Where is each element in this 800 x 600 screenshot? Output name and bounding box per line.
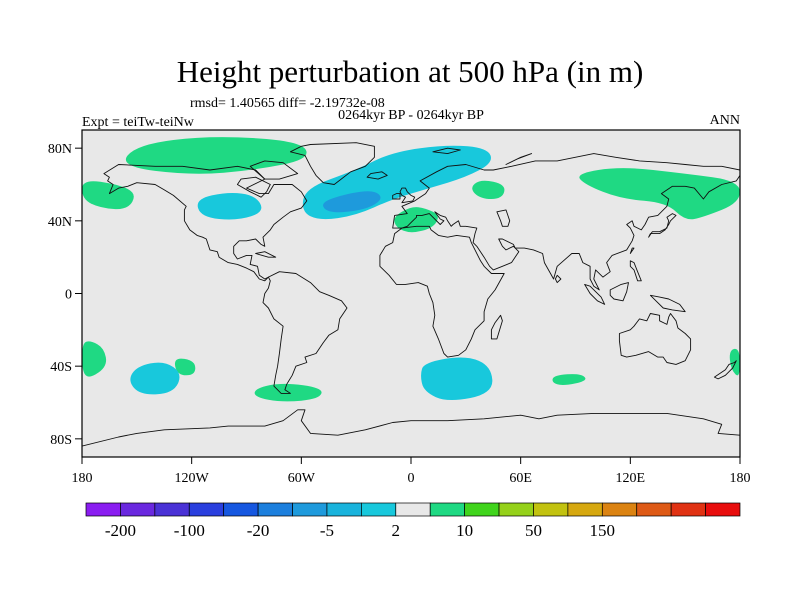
coastline-svalbard [432, 147, 461, 155]
coastline-gb [399, 187, 416, 204]
anomaly-region-s-atlantic [421, 357, 493, 401]
lat-tick-label: 40N [48, 215, 72, 230]
colorbar-swatch [292, 502, 328, 517]
coastline-australia [618, 313, 692, 365]
colorbar-swatch [120, 502, 156, 517]
coastline-ireland [392, 193, 401, 200]
lat-tick-label: 40S [50, 360, 72, 375]
coastline-new-guinea [649, 294, 686, 313]
colorbar-swatch [188, 502, 225, 517]
latitude-axis: 80N 40N 0 40S 80S [48, 142, 82, 448]
positive-anomaly-layer [82, 137, 740, 402]
coastline-madagascar [490, 314, 503, 340]
coastline-greenland [289, 142, 375, 185]
stats-line: rmsd= 1.40565 diff= -2.19732e-08 [190, 96, 385, 111]
colorbar-swatch [498, 502, 534, 517]
anomaly-region-s-indian [552, 374, 586, 386]
anomaly-region-arctic-canada [125, 137, 307, 174]
colorbar-swatch [464, 502, 500, 517]
coastline-japan [648, 213, 677, 238]
anomaly-region-drake-passage [254, 383, 322, 402]
lon-tick-label: 120E [616, 471, 646, 486]
colorbar-label: -5 [320, 521, 334, 540]
lon-tick-label: 120W [175, 471, 210, 486]
anomaly-region-alaska-pacific [82, 181, 134, 210]
colorbar-label: 50 [525, 521, 542, 540]
lon-tick-label: 180 [72, 471, 93, 486]
colorbar-swatch [705, 502, 741, 517]
colorbar-swatch [429, 502, 465, 517]
anomaly-region-s-pacific-west [82, 341, 107, 377]
colorbar-swatch [257, 502, 293, 517]
colorbar-label: 150 [590, 521, 616, 540]
colorbar-label: -200 [105, 521, 136, 540]
coastline-taiwan [629, 247, 635, 254]
colorbar-label: 2 [392, 521, 401, 540]
colorbar-label: -20 [247, 521, 270, 540]
coastline-south-america [262, 271, 348, 394]
plot-title: Height perturbation at 500 hPa (in m) [177, 54, 644, 89]
coastline-novaya-zemlya [505, 153, 533, 165]
season-label: ANN [710, 113, 740, 128]
colorbar-swatch [533, 502, 569, 517]
expt-label: Expt = teiTw-teiNw [82, 115, 195, 130]
coastline-baffin [249, 160, 299, 180]
colorbar-swatch [670, 502, 706, 517]
anomaly-region-s-pacific [130, 362, 180, 395]
colorbar-swatch [395, 502, 431, 517]
lon-tick-label: 180 [730, 471, 751, 486]
anomaly-region-s-pacific-east [174, 358, 196, 376]
anomaly-region-w-russia [472, 180, 505, 199]
lon-tick-label: 60E [509, 471, 532, 486]
anomaly-region-siberia-pacific [579, 168, 740, 220]
coastline-iceland [366, 171, 388, 180]
coastline-new-zealand [713, 360, 737, 380]
coastline-cuba [255, 251, 277, 258]
lon-tick-label: 0 [408, 471, 415, 486]
map-panel [82, 130, 740, 457]
coastline-layer [82, 142, 740, 447]
colorbar-swatch [223, 502, 259, 517]
colorbar-swatch [636, 502, 672, 517]
colorbar-swatch [601, 502, 638, 517]
colorbar-swatch [85, 502, 121, 517]
coastline-north-america [103, 164, 308, 282]
coastline-caspian [496, 209, 511, 227]
lat-tick-label: 80S [50, 433, 72, 448]
coastline-sumatra [584, 283, 606, 305]
coastline-eurasia [392, 153, 740, 291]
colorbar-swatch [154, 502, 190, 517]
coastline-sri-lanka [554, 274, 562, 284]
period-label: 0264kyr BP - 0264kyr BP [338, 108, 484, 123]
colorbar-swatch [326, 502, 362, 517]
longitude-axis: 180 120W 60W 0 60E 120E 180 [72, 457, 751, 486]
coastline-hudson-bay [236, 176, 271, 198]
colorbar-label: -100 [174, 521, 205, 540]
anomaly-region-n-america [197, 193, 262, 220]
coastline-philippines [629, 260, 642, 282]
lat-tick-label: 0 [65, 288, 72, 303]
negative-anomaly-layer [130, 145, 493, 401]
colorbar-label: 10 [456, 521, 473, 540]
anomaly-region-n-atlantic-core [323, 191, 381, 213]
coastline-borneo [609, 282, 629, 302]
colorbar-swatch [361, 502, 397, 517]
colorbar: -200 -100 -20 -5 2 10 50 150 [85, 502, 741, 540]
lat-tick-label: 80N [48, 142, 72, 157]
coastline-antarctica [82, 409, 740, 447]
coastline-africa [379, 225, 505, 358]
lon-tick-label: 60W [288, 471, 316, 486]
colorbar-swatch [567, 502, 603, 517]
